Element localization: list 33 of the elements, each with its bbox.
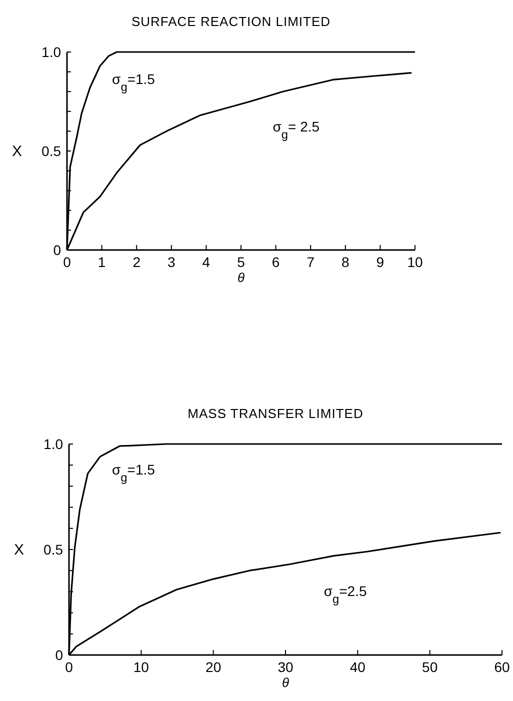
x-tick-label: 10 bbox=[133, 659, 150, 675]
series-label: σ$_{g}$= 2.5 bbox=[272, 118, 320, 142]
x-tick-label: 40 bbox=[350, 659, 366, 675]
chart-title: MASS TRANSFER LIMITED bbox=[188, 406, 364, 421]
y-tick-label: 0 bbox=[55, 647, 64, 663]
y-axis-title: X bbox=[12, 143, 22, 160]
x-tick-label: 7 bbox=[306, 254, 315, 270]
x-tick-label: 10 bbox=[407, 254, 423, 270]
series-label: σ$_{g}$=1.5 bbox=[112, 70, 156, 94]
y-tick-label: 1.0 bbox=[42, 44, 62, 60]
x-tick-label: 2 bbox=[132, 254, 141, 270]
chart-title: SURFACE REACTION LIMITED bbox=[131, 14, 331, 29]
x-tick-label: 8 bbox=[342, 254, 350, 270]
x-tick-label: 6 bbox=[272, 254, 280, 270]
x-tick-label: 50 bbox=[422, 659, 438, 675]
y-tick-label: 1.0 bbox=[44, 436, 64, 452]
y-tick-label: 0 bbox=[53, 242, 62, 258]
x-tick-label: 30 bbox=[278, 659, 294, 675]
x-tick-label: 0 bbox=[65, 659, 74, 675]
x-tick-label: 5 bbox=[237, 254, 246, 270]
x-axis-title: θ bbox=[282, 675, 290, 690]
x-tick-label: 9 bbox=[376, 254, 384, 270]
y-axis-title: X bbox=[14, 542, 24, 558]
series-label: σ$_{g}$=2.5 bbox=[324, 582, 367, 606]
x-tick-label: 4 bbox=[202, 254, 210, 270]
x-tick-label: 60 bbox=[494, 659, 510, 675]
x-axis-title: θ bbox=[237, 270, 245, 285]
x-tick-label: 20 bbox=[206, 659, 222, 675]
y-tick-label: 0.5 bbox=[44, 542, 64, 558]
x-tick-label: 3 bbox=[168, 254, 176, 270]
x-tick-label: 1 bbox=[98, 254, 106, 270]
series-label: σ$_{g}$=1.5 bbox=[112, 462, 156, 485]
y-tick-label: 0.5 bbox=[42, 143, 62, 159]
